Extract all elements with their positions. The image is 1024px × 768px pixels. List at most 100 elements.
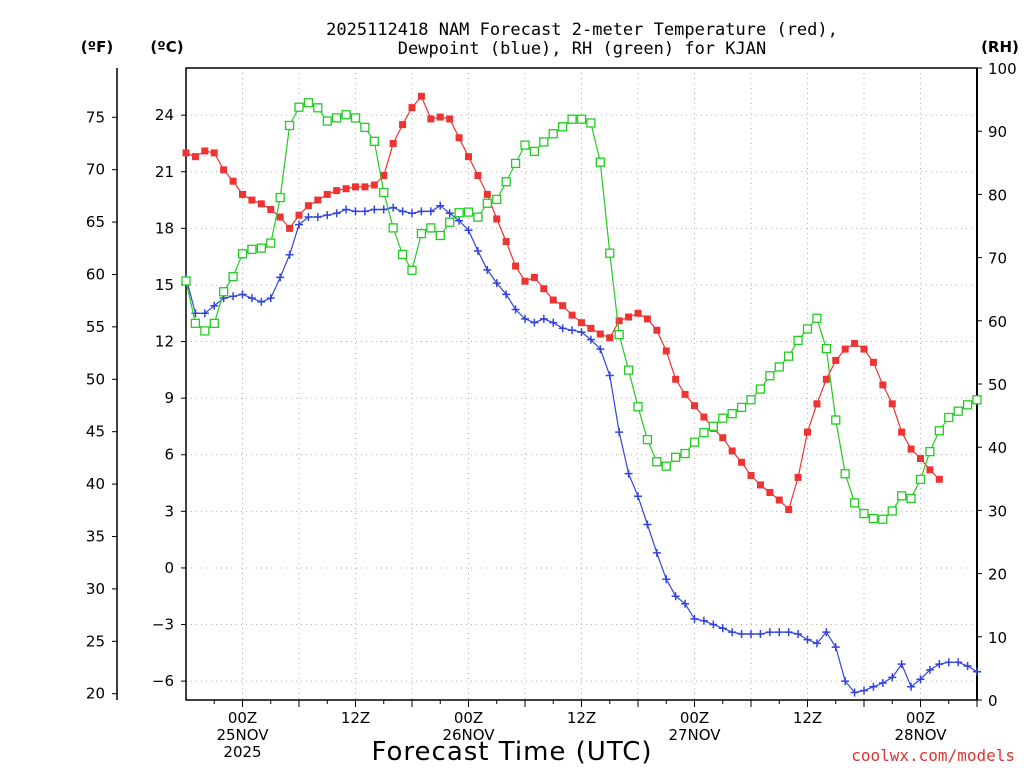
data-point	[304, 202, 312, 210]
data-point	[738, 458, 746, 466]
data-point	[596, 330, 604, 338]
data-point	[350, 113, 361, 123]
data-point	[323, 211, 332, 220]
data-point	[567, 114, 577, 124]
data-point	[333, 187, 341, 195]
data-point	[633, 402, 643, 412]
data-point	[934, 426, 944, 436]
data-point	[446, 115, 454, 123]
data-point	[323, 190, 331, 198]
fahrenheit-tick-label: 60	[86, 265, 105, 283]
celsius-tick-label: 24	[155, 106, 174, 124]
data-point	[521, 314, 529, 323]
data-point	[671, 592, 680, 601]
rh-tick-label: 100	[988, 60, 1017, 78]
data-point	[587, 324, 595, 332]
x-tick-label: 00Z	[454, 709, 483, 727]
data-point	[483, 265, 492, 274]
data-point	[774, 362, 784, 372]
fahrenheit-tick-label: 30	[86, 580, 105, 598]
x-axis-label: Forecast Time (UTC)	[371, 737, 652, 767]
data-point	[473, 246, 482, 255]
data-point	[747, 471, 755, 479]
data-point	[530, 318, 539, 327]
data-point	[766, 488, 774, 496]
data-point	[502, 290, 511, 299]
data-point	[313, 103, 323, 113]
data-point	[849, 498, 860, 508]
data-point	[681, 390, 689, 398]
data-point	[634, 309, 642, 317]
data-point	[266, 238, 276, 248]
data-point	[559, 302, 567, 310]
data-point	[840, 469, 850, 479]
data-point	[284, 120, 295, 131]
data-point	[784, 628, 793, 637]
data-point	[962, 400, 973, 410]
data-point	[868, 513, 879, 524]
data-point	[794, 629, 803, 638]
data-point	[229, 292, 238, 301]
data-point	[200, 326, 210, 336]
data-point	[512, 262, 520, 270]
x-tick-label: 25NOV	[216, 726, 269, 744]
data-point	[595, 157, 605, 167]
rh-tick-label: 20	[988, 566, 1007, 584]
data-point	[907, 445, 915, 453]
fahrenheit-tick-label: 25	[86, 632, 105, 650]
data-point	[813, 400, 821, 408]
data-point	[794, 473, 802, 481]
data-point	[341, 110, 351, 120]
data-point	[361, 183, 369, 191]
data-point	[832, 356, 840, 364]
chart-title-line-1: 2025112418 NAM Forecast 2-meter Temperat…	[326, 20, 838, 40]
data-point	[907, 682, 916, 691]
data-point	[416, 228, 427, 239]
data-point	[257, 297, 266, 306]
data-point	[229, 177, 237, 185]
data-point	[549, 318, 558, 327]
data-point	[624, 469, 633, 478]
data-point	[878, 679, 887, 688]
data-point	[191, 153, 199, 161]
rh-tick-label: 60	[988, 313, 1007, 331]
data-point	[869, 358, 877, 366]
data-point	[529, 146, 540, 157]
celsius-tick-label: 9	[164, 389, 174, 407]
data-point	[821, 343, 831, 354]
data-point	[313, 213, 322, 222]
data-point	[388, 223, 398, 233]
series-dewpoint	[182, 201, 981, 697]
data-point	[897, 660, 906, 669]
data-point	[915, 474, 926, 485]
fahrenheit-tick-label: 50	[86, 370, 105, 388]
data-point	[822, 375, 830, 383]
data-point	[257, 200, 265, 208]
data-point	[482, 198, 492, 208]
data-point	[699, 616, 708, 625]
data-point	[935, 660, 944, 669]
data-point	[973, 667, 981, 676]
fahrenheit-tick-label: 55	[86, 318, 105, 336]
data-point	[558, 324, 567, 333]
data-point	[841, 345, 849, 353]
data-point	[332, 209, 341, 218]
data-point	[539, 314, 548, 323]
fahrenheit-tick-label: 40	[86, 475, 105, 493]
data-point	[642, 434, 653, 445]
data-point	[803, 635, 812, 644]
series-rh	[181, 98, 982, 524]
data-point	[248, 196, 256, 204]
data-point	[332, 113, 342, 123]
data-point	[672, 375, 680, 383]
tick-labels: 75706560555045403530252024211815129630−3…	[86, 60, 1017, 761]
data-point	[917, 455, 924, 463]
series-line	[185, 102, 978, 520]
series-2-meter-temperature	[182, 92, 943, 513]
data-point	[568, 326, 577, 335]
x-tick-label: 00Z	[906, 709, 935, 727]
data-point	[474, 172, 482, 180]
data-point	[812, 313, 822, 323]
data-point	[755, 384, 766, 394]
chart-title-line-2: Dewpoint (blue), RH (green) for KJAN	[398, 39, 766, 59]
